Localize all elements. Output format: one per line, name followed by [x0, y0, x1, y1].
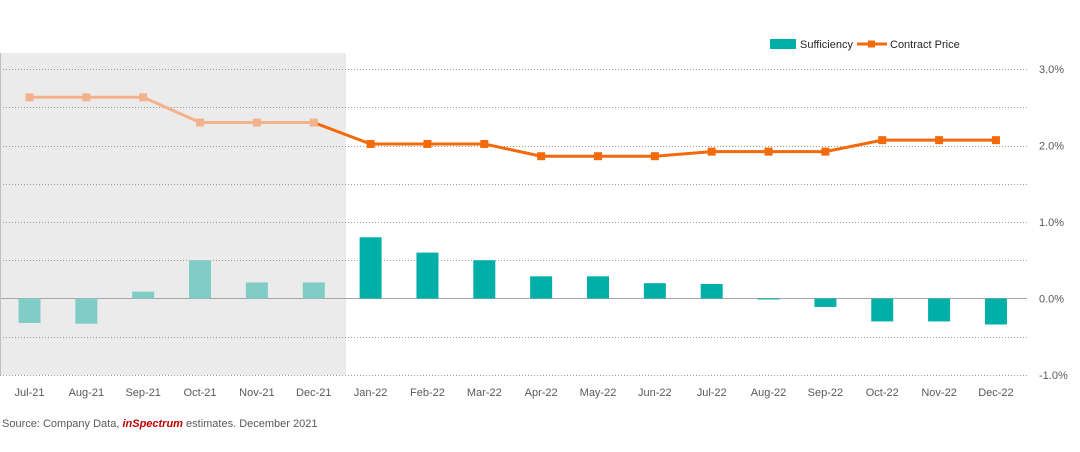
contract-price-marker-nov-21: [252, 118, 261, 127]
sufficiency-bar-apr-22: [530, 276, 553, 299]
sufficiency-bar-jan-22: [359, 237, 382, 299]
sufficiency-bar-sep-22: [814, 298, 837, 307]
sufficiency-bar-mar-22: [473, 260, 496, 299]
x-tick-label: Sep-22: [808, 387, 843, 399]
y-tick-label: -1.0%: [1039, 370, 1068, 382]
contract-price-line-forecast: [313, 121, 996, 158]
y-tick-label: 0.0%: [1039, 294, 1064, 306]
x-tick-label: Nov-21: [239, 387, 274, 399]
legend-contract-price-marker: [868, 40, 875, 48]
sufficiency-bars: [18, 237, 1007, 325]
sufficiency-bar-oct-22: [871, 298, 894, 322]
x-tick-label: Jun-22: [638, 387, 672, 399]
source-prefix: Source: Company Data,: [2, 418, 123, 430]
x-tick-label: Mar-22: [467, 387, 502, 399]
sufficiency-bar-dec-21: [302, 282, 325, 299]
contract-price-marker-feb-22: [423, 139, 432, 148]
y-tick-label: 1.0%: [1039, 217, 1064, 229]
historical-period-shading: [0, 53, 346, 375]
sufficiency-bar-jul-21: [18, 298, 41, 323]
contract-price-marker-aug-22: [764, 147, 773, 156]
contract-price-marker-oct-22: [878, 136, 887, 145]
x-tick-label: Dec-21: [296, 387, 331, 399]
contract-price-marker-sep-22: [821, 147, 830, 156]
source-suffix: estimates. December 2021: [182, 418, 318, 430]
contract-price-marker-dec-21: [309, 118, 318, 127]
legend-contract-price-label: Contract Price: [890, 39, 960, 51]
sufficiency-bar-sep-21: [132, 291, 155, 299]
x-tick-label: Nov-22: [921, 387, 956, 399]
y-tick-label: 3.0%: [1039, 64, 1064, 76]
contract-price-marker-sep-21: [139, 93, 148, 102]
sufficiency-bar-nov-22: [928, 298, 951, 322]
gridlines: [0, 53, 1027, 376]
x-tick-label: Jan-22: [354, 387, 388, 399]
x-tick-label: Sep-21: [125, 387, 160, 399]
contract-price-line-historical: [29, 95, 314, 125]
legend-sufficiency-swatch: [770, 39, 796, 49]
contract-price-marker-mar-22: [480, 139, 489, 148]
sufficiency-bar-oct-21: [189, 260, 212, 299]
x-tick-label: Jul-22: [697, 387, 727, 399]
legend: Sufficiency Contract Price: [770, 39, 960, 51]
contract-price-marker-dec-22: [991, 136, 1000, 145]
x-tick-label: Apr-22: [525, 387, 558, 399]
sufficiency-bar-aug-22: [757, 298, 780, 300]
x-tick-label: Jul-21: [15, 387, 45, 399]
x-tick-label: Oct-21: [184, 387, 217, 399]
contract-price-marker-may-22: [594, 152, 602, 161]
sufficiency-bar-dec-22: [984, 298, 1007, 325]
x-tick-label: Feb-22: [410, 387, 445, 399]
sufficiency-bar-jul-22: [700, 283, 723, 299]
contract-price-marker-jan-22: [366, 139, 375, 148]
x-tick-label: Oct-22: [866, 387, 899, 399]
contract-price-marker-nov-22: [935, 136, 944, 145]
source-brand: inSpectrum: [122, 418, 183, 430]
x-axis-ticks: Jul-21 Aug-21 Sep-21 Oct-21 Nov-21 Dec-21 Jan-…: [15, 387, 1014, 399]
sufficiency-bar-nov-21: [245, 282, 268, 299]
x-tick-label: Dec-22: [978, 387, 1013, 399]
source-note: Source: Company Data, inSpectrum estimat…: [2, 418, 317, 430]
x-tick-label: Aug-22: [751, 387, 786, 399]
contract-price-marker-apr-22: [537, 152, 546, 161]
sufficiency-bar-feb-22: [416, 252, 439, 299]
x-tick-label: Aug-21: [69, 387, 104, 399]
sufficiency-bar-may-22: [587, 276, 609, 299]
y-axis-ticks: 3.0% 2.0% 1.0% 0.0% -1.0%: [1039, 64, 1068, 382]
contract-price-marker-oct-21: [196, 118, 205, 127]
contract-price-line: [25, 93, 1000, 161]
contract-price-marker-jun-22: [650, 152, 659, 161]
sufficiency-bar-aug-21: [75, 298, 98, 324]
sufficiency-bar-jun-22: [643, 283, 666, 299]
contract-price-marker-jul-21: [25, 93, 34, 102]
contract-price-marker-jul-22: [707, 147, 716, 156]
legend-sufficiency-label: Sufficiency: [800, 39, 853, 51]
y-tick-label: 2.0%: [1039, 141, 1064, 153]
x-tick-label: May-22: [580, 387, 617, 399]
contract-price-marker-aug-21: [82, 93, 91, 102]
